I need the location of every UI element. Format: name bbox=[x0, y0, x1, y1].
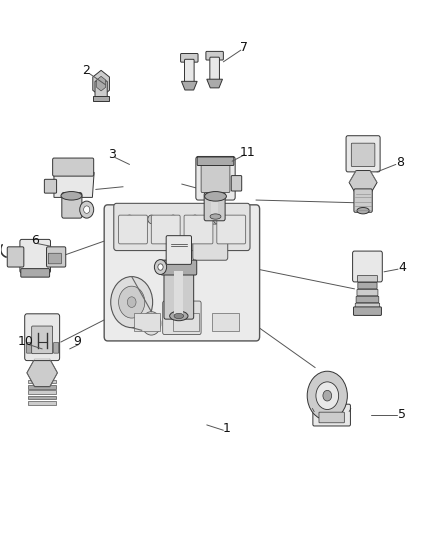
Text: 6: 6 bbox=[31, 235, 39, 247]
FancyBboxPatch shape bbox=[319, 412, 344, 423]
Circle shape bbox=[307, 371, 347, 420]
Polygon shape bbox=[207, 79, 223, 88]
FancyBboxPatch shape bbox=[184, 59, 194, 83]
Circle shape bbox=[147, 318, 155, 329]
FancyBboxPatch shape bbox=[193, 224, 228, 260]
FancyBboxPatch shape bbox=[184, 215, 213, 244]
FancyBboxPatch shape bbox=[356, 296, 379, 303]
Circle shape bbox=[111, 277, 152, 328]
FancyBboxPatch shape bbox=[357, 276, 378, 282]
Bar bbox=[211, 198, 218, 216]
FancyBboxPatch shape bbox=[104, 205, 260, 341]
FancyBboxPatch shape bbox=[62, 192, 82, 218]
FancyBboxPatch shape bbox=[21, 269, 49, 277]
Text: 4: 4 bbox=[399, 261, 406, 274]
FancyBboxPatch shape bbox=[25, 314, 60, 361]
Polygon shape bbox=[93, 70, 110, 97]
FancyBboxPatch shape bbox=[151, 215, 180, 244]
Bar bbox=[212, 313, 239, 332]
Bar bbox=[28, 390, 56, 394]
Bar bbox=[134, 313, 160, 332]
Circle shape bbox=[119, 286, 145, 318]
FancyBboxPatch shape bbox=[166, 236, 191, 264]
Circle shape bbox=[80, 201, 94, 218]
Bar bbox=[28, 385, 56, 389]
Ellipse shape bbox=[170, 311, 188, 321]
Ellipse shape bbox=[205, 191, 226, 201]
FancyBboxPatch shape bbox=[353, 251, 382, 282]
FancyBboxPatch shape bbox=[346, 136, 380, 172]
Circle shape bbox=[170, 215, 177, 223]
Circle shape bbox=[142, 312, 161, 335]
FancyBboxPatch shape bbox=[354, 189, 372, 212]
Circle shape bbox=[154, 260, 166, 274]
Circle shape bbox=[158, 264, 163, 270]
FancyBboxPatch shape bbox=[7, 247, 24, 267]
Circle shape bbox=[316, 382, 339, 409]
FancyBboxPatch shape bbox=[196, 157, 235, 200]
Circle shape bbox=[84, 206, 90, 213]
Bar bbox=[173, 271, 183, 314]
FancyBboxPatch shape bbox=[197, 157, 234, 165]
Polygon shape bbox=[54, 172, 94, 197]
Circle shape bbox=[213, 215, 220, 223]
Polygon shape bbox=[181, 82, 197, 90]
Text: 8: 8 bbox=[396, 156, 404, 169]
Bar bbox=[28, 379, 56, 383]
FancyBboxPatch shape bbox=[351, 143, 375, 166]
Bar bbox=[93, 96, 109, 101]
FancyBboxPatch shape bbox=[44, 179, 57, 193]
Text: 10: 10 bbox=[18, 335, 34, 349]
Ellipse shape bbox=[357, 207, 369, 214]
Text: 3: 3 bbox=[108, 148, 116, 161]
Circle shape bbox=[191, 215, 198, 223]
FancyBboxPatch shape bbox=[114, 204, 250, 251]
FancyBboxPatch shape bbox=[26, 343, 32, 353]
Circle shape bbox=[126, 215, 133, 223]
FancyBboxPatch shape bbox=[95, 81, 107, 99]
FancyBboxPatch shape bbox=[46, 247, 66, 267]
FancyBboxPatch shape bbox=[204, 192, 225, 221]
FancyBboxPatch shape bbox=[355, 303, 380, 310]
FancyBboxPatch shape bbox=[206, 51, 223, 60]
FancyBboxPatch shape bbox=[201, 163, 230, 192]
FancyBboxPatch shape bbox=[180, 53, 198, 62]
FancyBboxPatch shape bbox=[353, 307, 381, 316]
Text: 1: 1 bbox=[223, 422, 231, 435]
FancyBboxPatch shape bbox=[210, 57, 219, 81]
FancyBboxPatch shape bbox=[164, 264, 194, 319]
FancyBboxPatch shape bbox=[161, 260, 197, 275]
FancyBboxPatch shape bbox=[357, 289, 378, 296]
Circle shape bbox=[323, 390, 332, 401]
FancyBboxPatch shape bbox=[162, 301, 201, 335]
FancyBboxPatch shape bbox=[217, 215, 246, 244]
Bar bbox=[28, 401, 56, 405]
Circle shape bbox=[148, 215, 155, 223]
FancyBboxPatch shape bbox=[53, 343, 59, 353]
FancyBboxPatch shape bbox=[358, 282, 377, 289]
Ellipse shape bbox=[210, 214, 221, 219]
FancyBboxPatch shape bbox=[231, 175, 242, 191]
Circle shape bbox=[127, 297, 136, 308]
Ellipse shape bbox=[61, 191, 82, 200]
FancyBboxPatch shape bbox=[313, 404, 350, 426]
Text: 11: 11 bbox=[240, 146, 255, 159]
FancyBboxPatch shape bbox=[48, 253, 61, 264]
Polygon shape bbox=[96, 76, 106, 91]
Text: 2: 2 bbox=[82, 64, 90, 77]
Ellipse shape bbox=[174, 313, 184, 319]
Text: 7: 7 bbox=[240, 41, 248, 54]
Bar bbox=[173, 313, 199, 332]
FancyBboxPatch shape bbox=[20, 239, 50, 273]
Text: 5: 5 bbox=[398, 408, 406, 421]
FancyBboxPatch shape bbox=[119, 215, 148, 244]
FancyBboxPatch shape bbox=[32, 326, 53, 354]
Polygon shape bbox=[349, 171, 377, 195]
FancyBboxPatch shape bbox=[53, 158, 94, 176]
Polygon shape bbox=[27, 359, 57, 386]
Bar bbox=[28, 395, 56, 399]
Text: 9: 9 bbox=[73, 335, 81, 349]
